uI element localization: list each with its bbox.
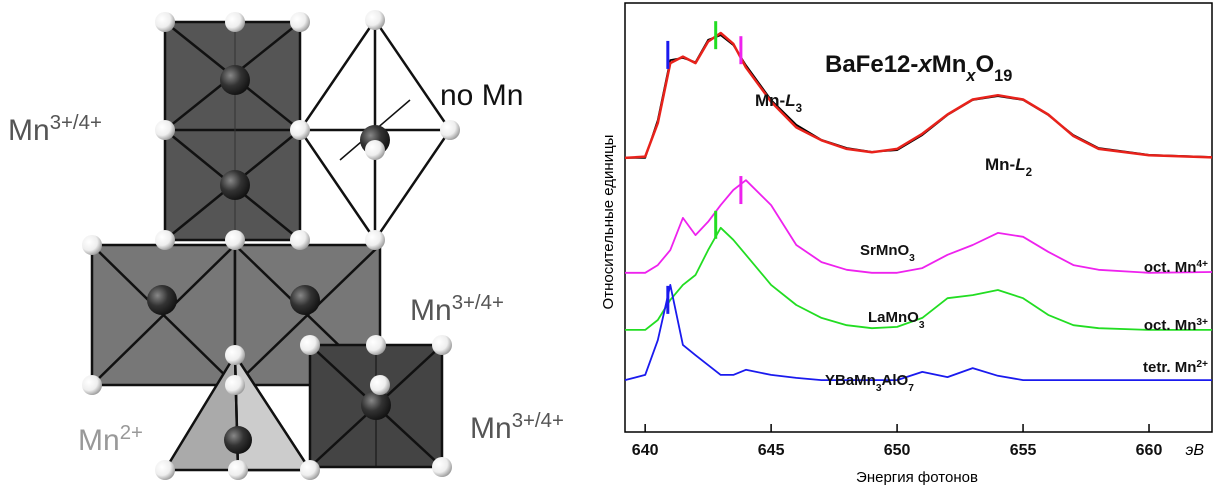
text-part: BaFe: [825, 51, 884, 78]
x-tick-label: 660: [1136, 442, 1163, 459]
diagram-label: Mn3+/4+: [8, 112, 102, 147]
annotation: Mn-L2: [985, 155, 1032, 179]
diagram-shape: [440, 120, 460, 140]
text-part: 19: [994, 67, 1012, 85]
text-part: 3+/4+: [512, 410, 564, 432]
text-part: AlO: [882, 372, 909, 389]
x-unit: эВ: [1185, 442, 1204, 459]
text-part: 3: [796, 103, 802, 115]
diagram-shape: [225, 345, 245, 365]
text-part: LaMnO: [868, 309, 919, 326]
diagram-shape: [155, 460, 175, 480]
text-part: 7: [908, 383, 914, 394]
text-part: 3+/4+: [50, 112, 102, 134]
text-part: Mn-: [985, 155, 1015, 174]
diagram-shape: [155, 120, 175, 140]
diagram-shape: [365, 140, 385, 160]
diagram-shape: [220, 65, 250, 95]
diagram-label: Mn3+/4+: [410, 292, 504, 327]
x-tick-label: 650: [884, 442, 911, 459]
text-part: Mn: [410, 294, 452, 327]
curve-note: oct. Mn4+: [1144, 259, 1208, 277]
diagram-label: Mn3+/4+: [470, 410, 564, 445]
annotation: BaFe12-xMnxO19: [825, 51, 1012, 85]
diagram-shape: [370, 375, 390, 395]
text-part: 3+/4+: [452, 292, 504, 314]
diagram-shape: [361, 390, 391, 420]
diagram-shape: [82, 375, 102, 395]
spectrum-line: [625, 285, 1212, 380]
curve-label: YBaMn3AlO7: [825, 372, 914, 394]
diagram-shape: [290, 12, 310, 32]
x-axis-label: Энергия фотонов: [856, 469, 978, 486]
curve-label: SrMnO3: [860, 242, 915, 264]
diagram-shape: [228, 460, 248, 480]
diagram-shape: [432, 457, 452, 477]
page: {"diagram": {"labels": [ {"parts": [{"te…: [0, 0, 1217, 491]
x-tick-label: 640: [632, 442, 659, 459]
text-part: L: [785, 91, 795, 110]
diagram-shape: [366, 335, 386, 355]
diagram-label: no Mn: [440, 79, 523, 112]
spectrum-line: [625, 180, 1212, 273]
text-part: 12-: [884, 51, 919, 78]
diagram-shape: [147, 285, 177, 315]
text-part: 3: [919, 320, 925, 331]
y-axis-label: Относительные единицы: [600, 135, 617, 310]
text-part: Mn: [470, 412, 512, 445]
diagram-shape: [300, 460, 320, 480]
diagram-shape: [432, 335, 452, 355]
diagram-label: Mn2+: [78, 422, 143, 457]
diagram-shape: [290, 120, 310, 140]
diagram-shape: [225, 375, 245, 395]
text-part: Mn: [78, 424, 120, 457]
text-part: 3: [909, 253, 915, 264]
diagram-shape: [225, 12, 245, 32]
diagram-shape: [225, 230, 245, 250]
text-part: no Mn: [440, 79, 523, 112]
text-part: Mn-: [755, 91, 785, 110]
text-part: 2+: [1196, 359, 1208, 370]
text-part: 2+: [120, 422, 143, 444]
annotation: Mn-L3: [755, 91, 802, 115]
diagram-shape: [82, 235, 102, 255]
text-part: L: [1015, 155, 1025, 174]
crystal-diagram: [82, 10, 460, 480]
diagram-shape: [220, 170, 250, 200]
diagram-shape: [365, 10, 385, 30]
diagram-shape: [365, 230, 385, 250]
text-part: 2: [1026, 167, 1032, 179]
body: Mn3+/4+no MnMn3+/4+Mn2+Mn3+/4+6406456506…: [0, 0, 1217, 491]
text-part: SrMnO: [860, 242, 910, 259]
text-part: oct. Mn: [1144, 259, 1197, 276]
figure: Mn3+/4+no MnMn3+/4+Mn2+Mn3+/4+6406456506…: [0, 0, 1217, 491]
x-tick-label: 655: [1010, 442, 1037, 459]
curve-note: tetr. Mn2+: [1143, 359, 1208, 377]
text-part: 3+: [1196, 317, 1208, 328]
diagram-shape: [155, 230, 175, 250]
text-part: tetr. Mn: [1143, 359, 1196, 376]
text-part: Mn: [8, 114, 50, 147]
text-part: oct. Mn: [1144, 317, 1197, 334]
text-part: O: [975, 51, 994, 78]
diagram-shape: [290, 285, 320, 315]
diagram-shape: [300, 335, 320, 355]
curve-note: oct. Mn3+: [1144, 317, 1208, 335]
diagram-shape: [290, 230, 310, 250]
text-part: YBaMn: [825, 372, 876, 389]
text-part: 4+: [1196, 259, 1208, 270]
diagram-shape: [224, 426, 252, 454]
text-part: Mn: [932, 51, 967, 78]
diagram-shape: [155, 12, 175, 32]
x-tick-label: 645: [758, 442, 785, 459]
